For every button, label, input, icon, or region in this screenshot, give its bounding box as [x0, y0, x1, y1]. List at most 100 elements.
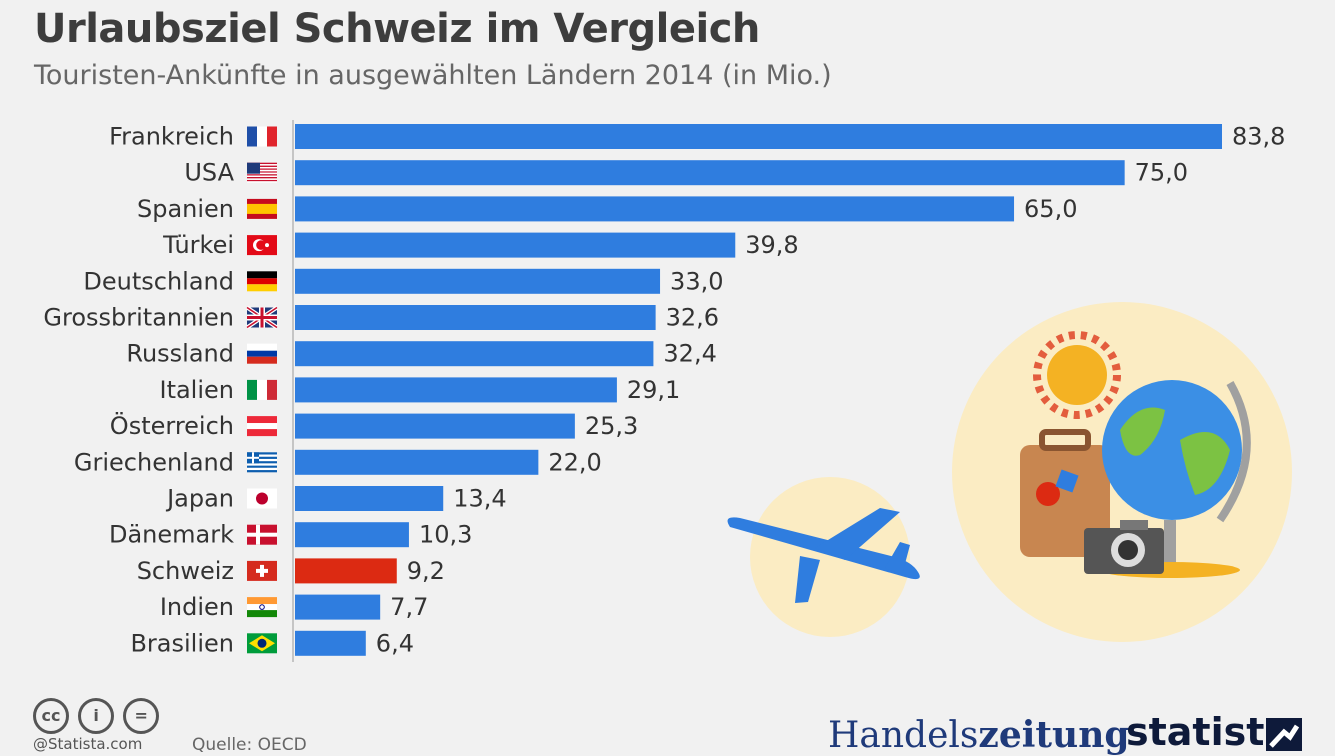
- category-label: Schweiz: [137, 557, 234, 585]
- flag-part: [247, 278, 277, 285]
- flag-part: [247, 350, 277, 357]
- bar: [295, 124, 1222, 149]
- chart-title: Urlaubsziel Schweiz im Vergleich: [34, 6, 760, 52]
- flag-part: [247, 171, 277, 173]
- flag-part: [259, 604, 265, 610]
- flag-part: [256, 492, 268, 505]
- flag-part: [247, 456, 259, 459]
- flag-part: [265, 243, 269, 248]
- flag-part: [247, 461, 277, 464]
- bar-row: Österreich 25,3: [110, 411, 639, 440]
- statista-credit: @Statista.com: [33, 735, 143, 753]
- flag-denmark: [247, 524, 277, 545]
- value-label: 75,0: [1135, 159, 1188, 187]
- flag-part: [247, 162, 277, 165]
- flag-india: [247, 597, 277, 618]
- value-label: 10,3: [419, 521, 472, 549]
- flag-switzerland: [247, 560, 277, 581]
- flag-part: [247, 284, 277, 292]
- flag-part: [247, 169, 277, 172]
- bar: [295, 486, 444, 511]
- brand-light: Handels: [828, 715, 979, 756]
- flag-usa: [247, 162, 277, 183]
- value-label: 6,4: [376, 629, 414, 657]
- category-label: Grossbritannien: [43, 304, 234, 332]
- bar: [295, 305, 656, 330]
- flag-germany: [247, 271, 277, 292]
- flag-france: [247, 126, 277, 147]
- bar: [295, 594, 381, 620]
- flag-part: [256, 240, 266, 250]
- bar: [295, 377, 617, 403]
- airplane-icon: [727, 508, 920, 603]
- bar-chart: Frankreich 83,8 USA 75,0 Spanien 65,0 Türkei 39…: [43, 120, 1292, 662]
- source-note: Quelle: OECD: [192, 735, 307, 755]
- airplane-illustration: [727, 477, 920, 637]
- bar: [295, 413, 575, 439]
- flag-part: [247, 379, 257, 400]
- flag-part: [247, 532, 277, 537]
- flag-russia: [247, 343, 277, 364]
- flag-part: [247, 178, 277, 180]
- value-label: 65,0: [1024, 195, 1077, 223]
- category-label: Türkei: [162, 231, 234, 259]
- bar-row: Russland 32,4: [126, 340, 716, 368]
- flag-part: [247, 463, 277, 466]
- value-label: 33,0: [670, 267, 723, 295]
- value-label: 32,4: [663, 340, 716, 368]
- statista-logo[interactable]: statista: [1126, 710, 1291, 754]
- value-label: 83,8: [1232, 123, 1285, 151]
- flag-part: [247, 429, 277, 437]
- category-label: Indien: [160, 593, 234, 621]
- bar-row: Spanien 65,0: [137, 195, 1078, 223]
- bar-row: Frankreich 83,8: [109, 123, 1285, 151]
- flag-part: [247, 452, 277, 455]
- category-label: Italien: [159, 376, 234, 404]
- flag-part: [247, 423, 277, 430]
- license-icons: cc i =: [33, 698, 163, 734]
- flag-turkey: [247, 235, 277, 256]
- bar-row: Dänemark 10,3: [109, 521, 472, 549]
- flag-part: [267, 379, 277, 400]
- flag-part: [247, 343, 277, 351]
- value-label: 22,0: [548, 448, 601, 476]
- bar: [295, 232, 736, 258]
- category-label: Spanien: [137, 195, 234, 223]
- bar: [295, 449, 539, 475]
- attribution-icon: i: [78, 698, 115, 734]
- flag-japan: [247, 488, 277, 509]
- flag-greece: [247, 452, 277, 473]
- flag-brazil: [247, 633, 277, 654]
- value-label: 32,6: [666, 304, 719, 332]
- sun-icon: [1033, 331, 1121, 419]
- flag-part: [247, 126, 257, 147]
- handelszeitung-logo: Handelszeitung: [828, 714, 1130, 756]
- flag-uk: [245, 305, 279, 330]
- bar-row: Japan 13,4: [165, 485, 507, 513]
- flag-part: [247, 610, 277, 618]
- category-label: Deutschland: [83, 267, 234, 295]
- flag-part: [247, 203, 277, 214]
- value-label: 29,1: [627, 376, 680, 404]
- flag-part: [247, 168, 277, 170]
- flag-part: [247, 597, 277, 605]
- flag-part: [247, 470, 277, 473]
- bar-row: Schweiz 9,2: [137, 557, 445, 585]
- bar: [295, 196, 1015, 222]
- flag-part: [247, 174, 277, 176]
- bar: [295, 630, 366, 656]
- value-label: 13,4: [453, 485, 506, 513]
- bar-row: Deutschland 33,0: [83, 267, 723, 295]
- category-label: Dänemark: [109, 521, 234, 549]
- bar-row: Griechenland 22,0: [74, 448, 602, 476]
- flag-part: [256, 568, 268, 573]
- bar-row: USA 75,0: [184, 159, 1188, 187]
- flag-italy: [247, 379, 277, 400]
- chart-subtitle: Touristen-Ankünfte in ausgewählten Lände…: [34, 60, 832, 91]
- flag-part: [247, 467, 277, 471]
- flag-part: [247, 456, 277, 459]
- flag-part: [247, 604, 277, 611]
- creative-commons-icon: cc: [33, 698, 69, 734]
- value-label: 25,3: [585, 412, 638, 440]
- flag-austria: [247, 416, 277, 437]
